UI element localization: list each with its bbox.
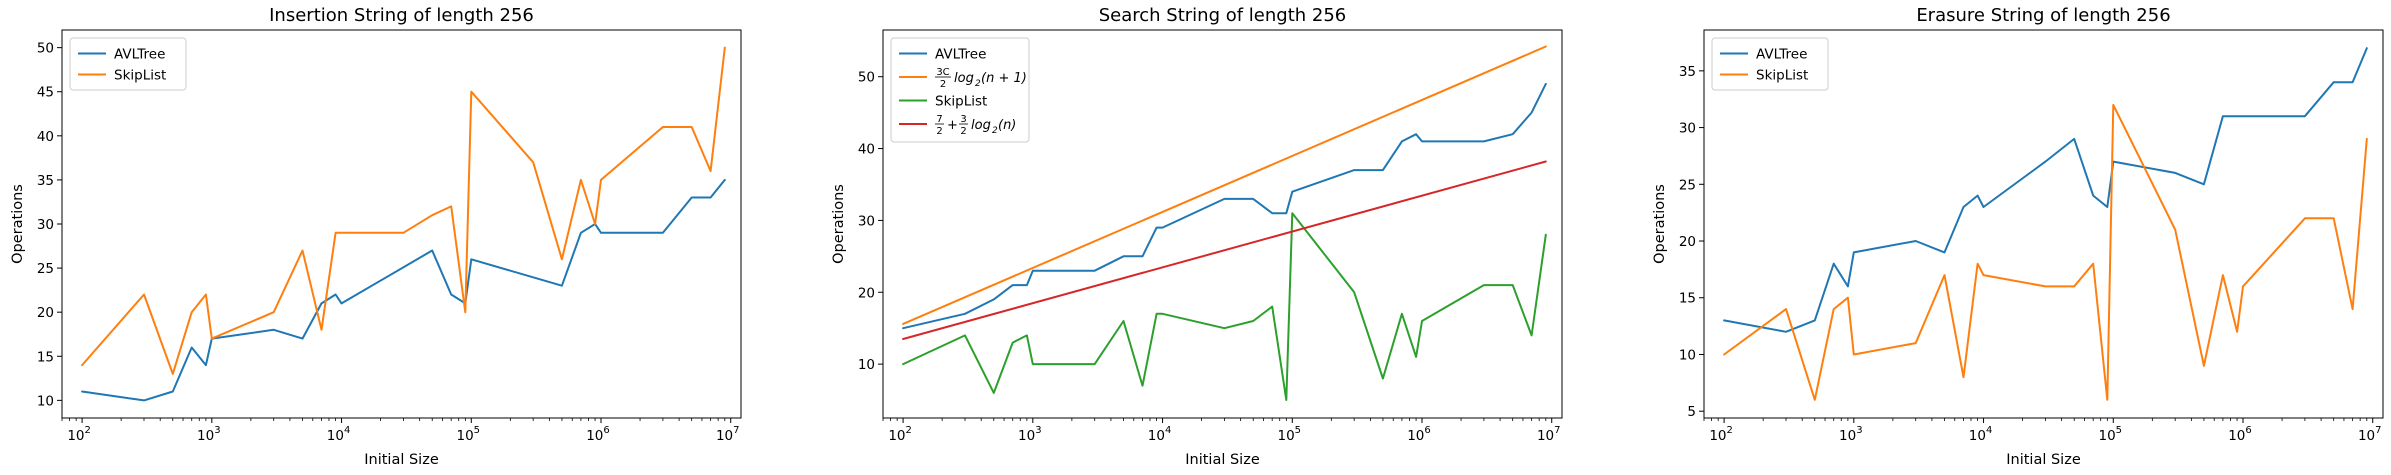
formula-subscript: 2 bbox=[992, 126, 998, 136]
x-tick-label: 105 bbox=[1277, 425, 1301, 444]
x-tick-label: 102 bbox=[888, 425, 912, 444]
legend-box bbox=[890, 37, 1030, 143]
x-tick-label: 102 bbox=[1709, 425, 1733, 444]
legend: AVLTree SkipList bbox=[69, 37, 187, 91]
x-tick-label: 106 bbox=[2228, 425, 2252, 444]
legend-entry: SkipList bbox=[1756, 68, 1808, 84]
chart-panel-2: Search String of length 256 10 20 30 40 50 102… bbox=[831, 5, 1563, 468]
chart-title: Erasure String of length 256 bbox=[1916, 5, 2170, 26]
y-tick-label: 30 bbox=[1679, 121, 1696, 137]
x-tick-label: 103 bbox=[1839, 425, 1863, 444]
y-tick-label: 45 bbox=[37, 85, 54, 101]
legend-entry: AVLTree bbox=[1756, 47, 1807, 63]
x-axis-label: Initial Size bbox=[2006, 452, 2081, 468]
formula-argument: (n) bbox=[998, 118, 1016, 133]
fraction-numerator: 3 bbox=[960, 114, 966, 125]
x-axis-label: Initial Size bbox=[1185, 452, 1260, 468]
legend-box bbox=[69, 37, 187, 91]
plot-area bbox=[882, 29, 1563, 419]
legend-entry: AVLTree bbox=[114, 47, 165, 63]
y-tick-label: 50 bbox=[858, 70, 875, 86]
series-line-1 bbox=[902, 82, 1547, 330]
x-tick-label: 103 bbox=[197, 425, 221, 444]
series-line-2 bbox=[81, 46, 726, 375]
y-tick-label: 5 bbox=[1687, 404, 1696, 420]
y-axis-label: Operations bbox=[10, 184, 26, 264]
series-line-2 bbox=[902, 45, 1547, 325]
x-tick-label: 107 bbox=[1537, 425, 1561, 444]
y-tick-label: 15 bbox=[37, 349, 54, 365]
fraction-denominator: 2 bbox=[960, 126, 966, 137]
formula-log: log bbox=[954, 71, 974, 86]
y-tick-label: 20 bbox=[37, 305, 54, 321]
x-tick-label: 104 bbox=[1148, 425, 1172, 444]
series-line-1 bbox=[1723, 47, 2368, 333]
legend-entry: SkipList bbox=[114, 68, 166, 84]
legend-entry: SkipList bbox=[935, 94, 987, 110]
chart-panel-1: Insertion String of length 256 10 15 20 25 30… bbox=[10, 5, 742, 468]
y-axis-label: Operations bbox=[831, 184, 847, 264]
fraction-denominator: 2 bbox=[936, 126, 942, 137]
plot-area bbox=[1703, 29, 2384, 419]
y-tick-label: 30 bbox=[37, 217, 54, 233]
formula-argument: (n + 1) bbox=[981, 71, 1027, 86]
x-tick-label: 105 bbox=[456, 425, 480, 444]
series-line-3 bbox=[902, 212, 1547, 401]
x-tick-label: 107 bbox=[716, 425, 740, 444]
chart-title: Search String of length 256 bbox=[1099, 5, 1347, 26]
x-tick-label: 104 bbox=[327, 425, 351, 444]
fraction-numerator: 7 bbox=[936, 114, 942, 125]
x-tick-label: 104 bbox=[1969, 425, 1993, 444]
formula-log: log bbox=[971, 118, 991, 133]
y-axis-label: Operations bbox=[1652, 184, 1668, 264]
x-tick-label: 103 bbox=[1018, 425, 1042, 444]
y-tick-label: 20 bbox=[858, 285, 875, 301]
fraction-denominator: 2 bbox=[940, 79, 946, 90]
x-tick-label: 106 bbox=[1407, 425, 1431, 444]
x-tick-label: 106 bbox=[586, 425, 610, 444]
series-line-4 bbox=[902, 160, 1547, 340]
x-tick-label: 102 bbox=[67, 425, 91, 444]
y-tick-label: 30 bbox=[858, 213, 875, 229]
formula-subscript: 2 bbox=[975, 79, 981, 89]
x-axis-label: Initial Size bbox=[364, 452, 439, 468]
y-tick-label: 10 bbox=[37, 393, 54, 409]
legend-entry: AVLTree bbox=[935, 47, 986, 63]
y-tick-label: 25 bbox=[1679, 177, 1696, 193]
y-tick-label: 25 bbox=[37, 261, 54, 277]
legend-entry-formula: 3C2 log 2 (n + 1) bbox=[935, 67, 1027, 90]
y-tick-label: 15 bbox=[1679, 291, 1696, 307]
y-tick-label: 10 bbox=[1679, 347, 1696, 363]
x-tick-label: 105 bbox=[2098, 425, 2122, 444]
y-tick-label: 10 bbox=[858, 357, 875, 373]
y-tick-label: 40 bbox=[858, 142, 875, 158]
legend-entry-formula: 72 +32 log 2 (n) bbox=[935, 114, 1016, 137]
formula-plus: + bbox=[947, 118, 958, 133]
chart-title: Insertion String of length 256 bbox=[269, 5, 534, 26]
y-tick-label: 35 bbox=[1679, 64, 1696, 80]
y-tick-label: 20 bbox=[1679, 234, 1696, 250]
y-tick-label: 40 bbox=[37, 129, 54, 145]
fraction-numerator: 3C bbox=[936, 67, 949, 78]
x-tick-label: 107 bbox=[2358, 425, 2382, 444]
y-tick-label: 35 bbox=[37, 173, 54, 189]
series-line-1 bbox=[81, 178, 726, 402]
legend: AVLTree SkipList bbox=[1711, 37, 1829, 91]
y-tick-label: 50 bbox=[37, 41, 54, 57]
legend-box bbox=[1711, 37, 1829, 91]
chart-panel-3: Erasure String of length 256 5 10 15 20 25 30 3… bbox=[1652, 5, 2384, 468]
series-line-2 bbox=[1723, 103, 2368, 401]
